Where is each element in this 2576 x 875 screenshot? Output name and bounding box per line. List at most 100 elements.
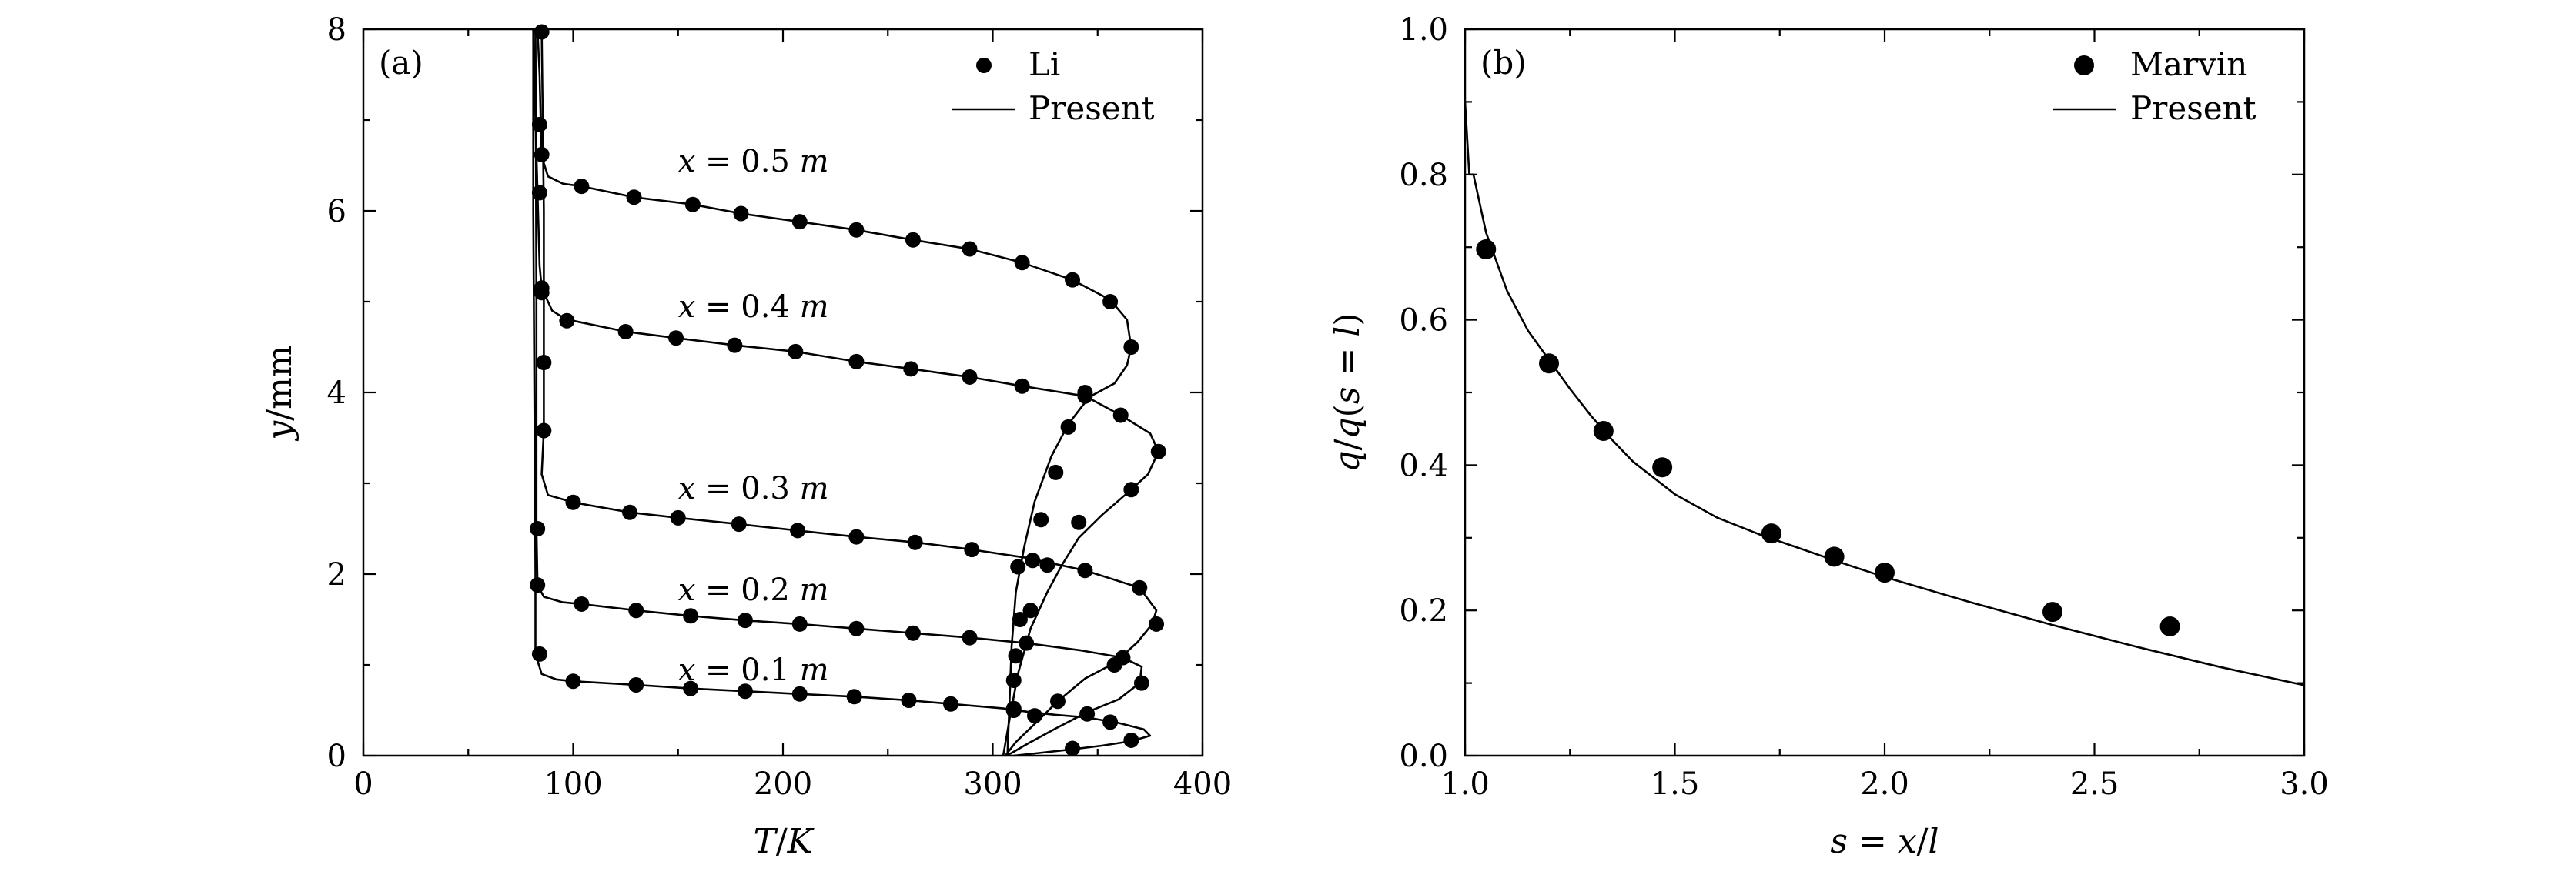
data-point: [684, 196, 701, 212]
data-point: [530, 577, 546, 593]
data-point: [846, 689, 862, 705]
legend-label-marvin: Marvin: [2130, 45, 2247, 83]
y-tick-label: 0.6: [1399, 303, 1448, 339]
data-point: [1079, 706, 1096, 722]
data-point: [1060, 419, 1076, 435]
data-point: [1027, 708, 1042, 724]
legend-dot-marker: [976, 58, 992, 73]
data-point: [1065, 740, 1081, 756]
y-tick-label: 1.0: [1399, 12, 1448, 48]
data-point: [565, 673, 581, 690]
data-point: [1123, 339, 1139, 355]
data-point: [1010, 559, 1026, 575]
data-point: [1033, 512, 1049, 528]
data-point: [1132, 579, 1148, 596]
data-point: [1133, 675, 1149, 691]
data-point: [905, 232, 921, 248]
x-tick-label: 200: [754, 766, 812, 802]
data-point: [1761, 523, 1781, 544]
x-tick-label: 0: [353, 766, 373, 802]
data-point: [1123, 732, 1139, 748]
data-point: [1025, 553, 1041, 569]
data-point: [848, 222, 865, 238]
data-point: [1539, 353, 1559, 374]
panel-b: 1.0 1.5 2.0 2.5 3.0 0.0 0.2 0.4 0.6 0.8 1.0 (b) Ma…: [1328, 12, 2329, 861]
data-point: [622, 504, 638, 520]
data-point: [727, 337, 743, 353]
panel-a-series: [530, 24, 1166, 757]
y-tick-label: 8: [327, 12, 346, 48]
data-point: [791, 616, 808, 632]
panel-a-ticks: 0 100 200 300 400 0 2 4 6 8: [327, 12, 1233, 802]
data-point: [1012, 612, 1028, 627]
data-point: [737, 683, 753, 700]
data-point: [1049, 693, 1066, 710]
data-point: [530, 521, 546, 536]
panel-b-y-axis-label: q/q(s = l): [1328, 312, 1367, 472]
panel-a-x-axis-label: T/K: [753, 822, 814, 861]
present-curve: [1464, 102, 2305, 686]
data-point: [1824, 546, 1845, 567]
data-point: [534, 24, 550, 40]
data-point: [531, 185, 547, 201]
y-tick-label: 0.0: [1399, 739, 1448, 774]
data-point: [1149, 616, 1165, 632]
panel-b-series: [1464, 102, 2305, 686]
x-tick-label: 1.0: [1440, 766, 1490, 802]
data-point: [962, 241, 978, 257]
data-point: [1014, 255, 1030, 271]
data-point: [1048, 464, 1064, 480]
data-point: [574, 179, 590, 195]
curve-annotation: x = 0.2 m: [678, 573, 829, 608]
data-point: [907, 534, 923, 550]
data-point: [1014, 378, 1030, 394]
data-point: [1102, 714, 1119, 730]
panel-a-annotations: x = 0.5 m x = 0.4 m x = 0.3 m x = 0.2 m x = …: [678, 144, 829, 688]
data-point: [536, 422, 552, 439]
panel-b-frame: [1464, 28, 2306, 757]
data-point: [670, 509, 686, 526]
data-point: [962, 630, 978, 646]
present-curve: [536, 28, 1132, 756]
x-tick-label: 1.5: [1651, 766, 1700, 802]
x-tick-label: 2.0: [1860, 766, 1909, 802]
data-point: [1005, 700, 1022, 716]
x-tick-label: 100: [544, 766, 602, 802]
data-point: [534, 146, 550, 162]
panel-a: 0 100 200 300 400 0 2 4 6 8 (a) Li Present x = 0.…: [260, 12, 1232, 861]
data-point: [559, 312, 575, 329]
data-point: [683, 608, 699, 624]
panel-a-tag: (a): [379, 44, 423, 82]
data-point: [737, 613, 753, 629]
data-point: [943, 696, 958, 712]
data-point: [905, 625, 921, 641]
x-tick-label: 2.5: [2070, 766, 2119, 802]
data-point: [617, 323, 634, 339]
data-point: [534, 285, 550, 301]
panel-a-legend: Li Present: [952, 45, 1155, 127]
x-tick-label: 400: [1173, 766, 1232, 802]
data-point: [1150, 443, 1166, 459]
y-tick-label: 6: [327, 194, 346, 229]
data-point: [1039, 557, 1055, 573]
data-point: [628, 676, 644, 693]
y-tick-label: 0: [327, 739, 346, 774]
present-curve: [540, 28, 1158, 756]
legend-label-present: Present: [1029, 89, 1155, 127]
data-point: [628, 603, 644, 619]
present-curve: [532, 28, 1160, 756]
data-point: [1115, 650, 1131, 666]
data-point: [731, 516, 747, 533]
data-point: [1476, 239, 1497, 260]
data-point: [788, 343, 804, 359]
data-point: [962, 369, 978, 385]
y-tick-label: 0.2: [1399, 593, 1448, 629]
panel-b-legend: Marvin Present: [2053, 45, 2257, 127]
present-curve: [534, 28, 1143, 757]
y-tick-label: 2: [327, 557, 346, 593]
data-point: [1123, 482, 1139, 498]
x-tick-label: 3.0: [2280, 766, 2329, 802]
data-point: [2042, 602, 2062, 623]
